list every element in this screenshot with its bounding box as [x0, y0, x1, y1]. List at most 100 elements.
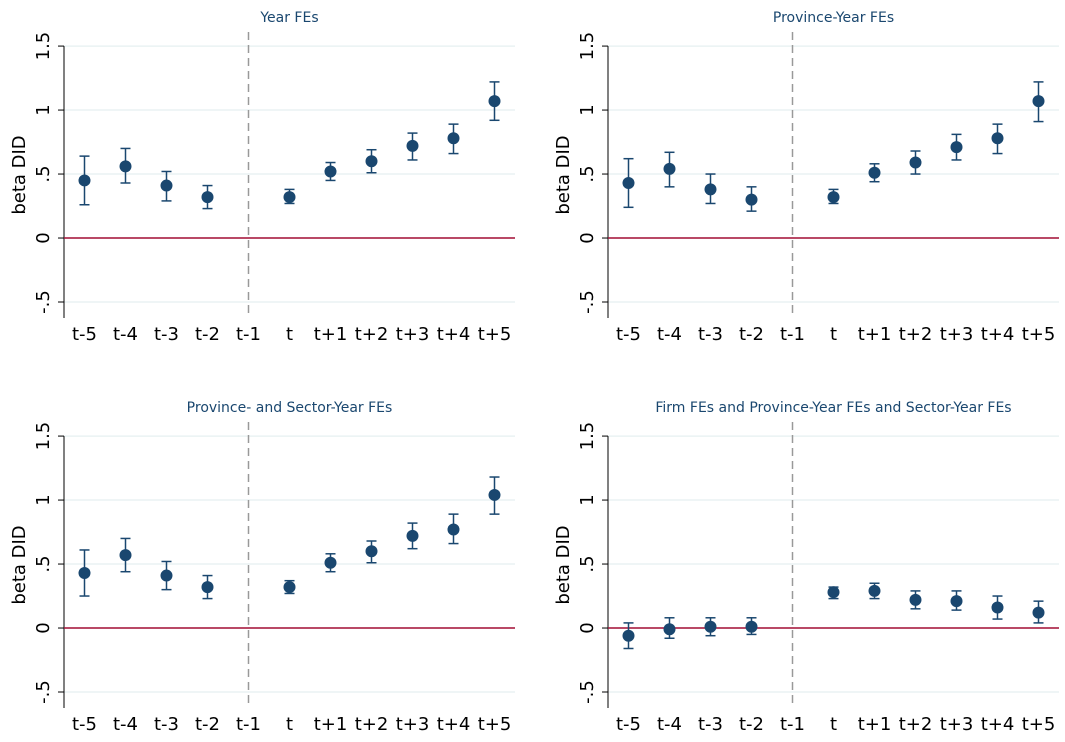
- point: [1032, 95, 1045, 108]
- x-tick-label: t+4: [981, 324, 1015, 345]
- x-tick-label: t+1: [314, 324, 348, 345]
- point: [488, 95, 501, 108]
- point: [745, 193, 758, 206]
- x-tick-label: t-2: [739, 714, 764, 735]
- y-tick-label: 1: [577, 494, 598, 505]
- x-tick-label: t+2: [355, 714, 389, 735]
- point: [365, 545, 378, 558]
- y-axis-label: beta DID: [553, 525, 574, 604]
- x-tick-label: t-1: [236, 324, 261, 345]
- x-tick-label: t-1: [236, 714, 261, 735]
- y-axis-label: beta DID: [553, 135, 574, 214]
- point: [704, 183, 717, 196]
- y-tick-label: 0: [577, 622, 598, 633]
- x-tick-label: t-3: [154, 324, 179, 345]
- point: [745, 620, 758, 633]
- point: [991, 132, 1004, 145]
- x-tick-label: t-5: [616, 714, 641, 735]
- point: [909, 593, 922, 606]
- point: [909, 156, 922, 169]
- x-tick-label: t-5: [616, 324, 641, 345]
- point: [827, 586, 840, 599]
- x-tick-label: t-5: [72, 714, 97, 735]
- x-tick-label: t-4: [657, 324, 682, 345]
- x-tick-label: t+3: [940, 714, 974, 735]
- point: [447, 132, 460, 145]
- x-tick-label: t-4: [113, 324, 138, 345]
- point: [78, 174, 91, 187]
- x-tick-label: t+1: [858, 714, 892, 735]
- point: [663, 162, 676, 175]
- x-tick-label: t+3: [940, 324, 974, 345]
- panel-title: Firm FEs and Province-Year FEs and Secto…: [655, 400, 1011, 416]
- x-tick-label: t+5: [1022, 324, 1056, 345]
- x-tick-label: t-2: [195, 324, 220, 345]
- panel-title: Year FEs: [259, 10, 318, 26]
- y-tick-label: 1.5: [577, 422, 598, 451]
- point: [827, 191, 840, 204]
- x-tick-label: t: [286, 324, 293, 345]
- point: [365, 155, 378, 168]
- x-tick-label: t-3: [698, 324, 723, 345]
- point: [704, 620, 717, 633]
- x-tick-label: t: [830, 714, 837, 735]
- x-tick-label: t+3: [396, 324, 430, 345]
- y-tick-label: .5: [33, 165, 54, 182]
- y-tick-label: -.5: [33, 290, 54, 314]
- x-tick-label: t: [830, 324, 837, 345]
- x-tick-label: t+4: [981, 714, 1015, 735]
- panel-title: Province- and Sector-Year FEs: [187, 400, 393, 416]
- point: [324, 556, 337, 569]
- point: [447, 523, 460, 536]
- x-tick-label: t-2: [739, 324, 764, 345]
- y-tick-label: 0: [577, 232, 598, 243]
- point: [868, 166, 881, 179]
- x-tick-label: t: [286, 714, 293, 735]
- point: [119, 160, 132, 173]
- x-tick-label: t+3: [396, 714, 430, 735]
- point: [622, 629, 635, 642]
- y-tick-label: 1: [33, 494, 54, 505]
- y-axis-label: beta DID: [9, 135, 30, 214]
- point: [950, 595, 963, 608]
- point: [201, 191, 214, 204]
- x-tick-label: t+2: [355, 324, 389, 345]
- y-tick-label: .5: [33, 555, 54, 572]
- point: [1032, 606, 1045, 619]
- x-tick-label: t+1: [858, 324, 892, 345]
- point: [119, 549, 132, 562]
- y-tick-label: .5: [577, 165, 598, 182]
- y-axis-label: beta DID: [9, 525, 30, 604]
- point: [160, 179, 173, 192]
- x-tick-label: t-3: [154, 714, 179, 735]
- y-tick-label: 0: [33, 232, 54, 243]
- point: [160, 569, 173, 582]
- x-tick-label: t-1: [780, 714, 805, 735]
- point: [868, 584, 881, 597]
- point: [283, 581, 296, 594]
- x-tick-label: t-1: [780, 324, 805, 345]
- x-tick-label: t+1: [314, 714, 348, 735]
- point: [488, 488, 501, 501]
- x-tick-label: t+4: [437, 324, 471, 345]
- x-tick-label: t-2: [195, 714, 220, 735]
- x-tick-label: t+5: [1022, 714, 1056, 735]
- point: [663, 623, 676, 636]
- x-tick-label: t-4: [657, 714, 682, 735]
- y-tick-label: 1: [33, 104, 54, 115]
- point: [78, 566, 91, 579]
- y-tick-label: .5: [577, 555, 598, 572]
- x-tick-label: t+2: [899, 714, 933, 735]
- y-tick-label: 1.5: [33, 422, 54, 451]
- y-tick-label: -.5: [33, 680, 54, 704]
- point: [406, 139, 419, 152]
- point: [406, 529, 419, 542]
- y-tick-label: 1: [577, 104, 598, 115]
- panel-title: Province-Year FEs: [773, 10, 894, 26]
- point: [950, 141, 963, 154]
- point: [201, 581, 214, 594]
- x-tick-label: t+4: [437, 714, 471, 735]
- y-tick-label: -.5: [577, 680, 598, 704]
- x-tick-label: t+2: [899, 324, 933, 345]
